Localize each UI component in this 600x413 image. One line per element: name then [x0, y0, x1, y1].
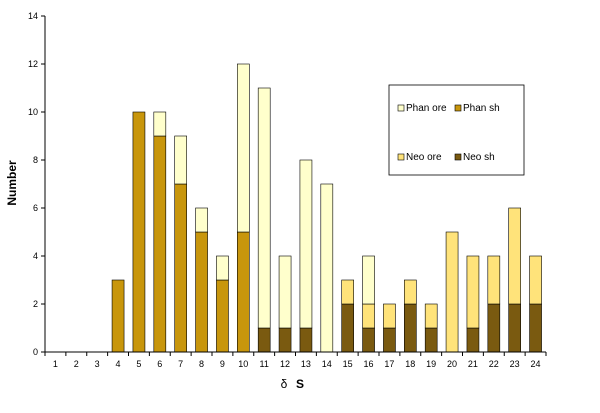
bar-segment — [132, 111, 146, 353]
bar-segment — [278, 327, 292, 353]
bar-segment — [341, 303, 354, 353]
bar-segment — [341, 279, 354, 305]
bar-segment — [299, 327, 313, 353]
x-tick-label: 3 — [95, 359, 100, 369]
x-axis-title-symbol: δ — [281, 377, 288, 391]
legend-items: Phan ore Phan sh Neo ore Neo sh — [397, 103, 500, 163]
y-axis-title: Number — [5, 160, 19, 206]
bar-segment — [424, 303, 438, 329]
y-tick-label: 4 — [33, 251, 38, 261]
bar-segment — [383, 303, 396, 329]
x-tick-label: 7 — [178, 359, 183, 369]
x-ticks: 1 2 3 4 5 6 7 8 9 10 11 12 13 14 15 16 17 18 19 20 21 22 23 24 — [44, 352, 547, 369]
bar-segment — [529, 255, 542, 305]
x-tick-label: 23 — [510, 359, 520, 369]
bar-segment — [466, 327, 480, 353]
x-tick-label: 14 — [322, 359, 332, 369]
x-tick-label: 12 — [280, 359, 290, 369]
x-tick-label: 16 — [364, 359, 374, 369]
bar-segment — [445, 231, 459, 353]
bar-segment — [257, 327, 271, 353]
legend-swatch — [397, 153, 405, 161]
x-tick-label: 6 — [157, 359, 162, 369]
legend-label: Phan sh — [463, 103, 500, 114]
bar-segment — [195, 231, 208, 353]
y-tick-label: 2 — [33, 299, 38, 309]
bar-segment — [237, 63, 250, 233]
x-axis-title-letter: S — [296, 377, 304, 391]
bar-segment — [153, 135, 167, 353]
x-tick-label: 11 — [260, 359, 269, 369]
x-tick-label: 21 — [468, 359, 478, 369]
bar-segment — [487, 255, 501, 305]
legend: Phan ore Phan sh Neo ore Neo sh — [388, 84, 525, 176]
x-tick-label: 13 — [301, 359, 311, 369]
bar-segment — [278, 255, 292, 329]
bar-segment — [153, 111, 167, 137]
bar-segment — [111, 279, 125, 353]
x-tick-label: 8 — [199, 359, 204, 369]
bar-segment — [529, 303, 542, 353]
bar-segment — [404, 279, 417, 305]
x-tick-label: 20 — [447, 359, 457, 369]
bars-layer — [111, 63, 542, 353]
bar-segment — [487, 303, 501, 353]
x-tick-label: 22 — [489, 359, 499, 369]
y-tick-label: 0 — [33, 347, 38, 357]
legend-label: Neo ore — [406, 152, 442, 163]
bar-segment — [174, 135, 187, 185]
bar-segment — [237, 231, 250, 353]
bar-segment — [508, 207, 521, 305]
legend-swatch — [454, 153, 462, 161]
x-tick-label: 18 — [405, 359, 415, 369]
x-tick-label: 9 — [220, 359, 225, 369]
y-tick-label: 12 — [28, 59, 38, 69]
bar-segment — [195, 207, 208, 233]
x-tick-label: 17 — [384, 359, 394, 369]
bar-segment — [362, 303, 375, 329]
bar-segment — [424, 327, 438, 353]
y-tick-label: 14 — [28, 11, 38, 21]
bar-segment — [299, 159, 313, 329]
x-tick-label: 10 — [238, 359, 248, 369]
bar-segment — [508, 303, 521, 353]
legend-label: Neo sh — [463, 152, 495, 163]
bar-segment — [216, 255, 229, 281]
legend-label: Phan ore — [406, 103, 447, 114]
bar-segment — [383, 327, 396, 353]
bar-segment — [174, 183, 187, 353]
y-tick-label: 6 — [33, 203, 38, 213]
legend-swatch — [397, 104, 405, 112]
bar-segment — [362, 255, 375, 305]
x-tick-label: 5 — [136, 359, 141, 369]
bar-segment — [362, 327, 375, 353]
legend-swatch — [454, 104, 462, 112]
x-tick-label: 2 — [74, 359, 79, 369]
x-tick-label: 1 — [53, 359, 58, 369]
y-tick-label: 10 — [28, 107, 38, 117]
x-tick-label: 19 — [426, 359, 436, 369]
bar-segment — [404, 303, 417, 353]
x-tick-label: 15 — [343, 359, 353, 369]
x-tick-label: 24 — [531, 359, 541, 369]
bar-segment — [216, 279, 229, 353]
bar-segment — [257, 87, 271, 329]
y-ticks: 0 2 4 6 8 10 12 14 — [28, 11, 45, 357]
bar-segment — [466, 255, 480, 329]
bar-segment — [320, 183, 334, 353]
y-tick-label: 8 — [33, 155, 38, 165]
x-tick-label: 4 — [116, 359, 121, 369]
